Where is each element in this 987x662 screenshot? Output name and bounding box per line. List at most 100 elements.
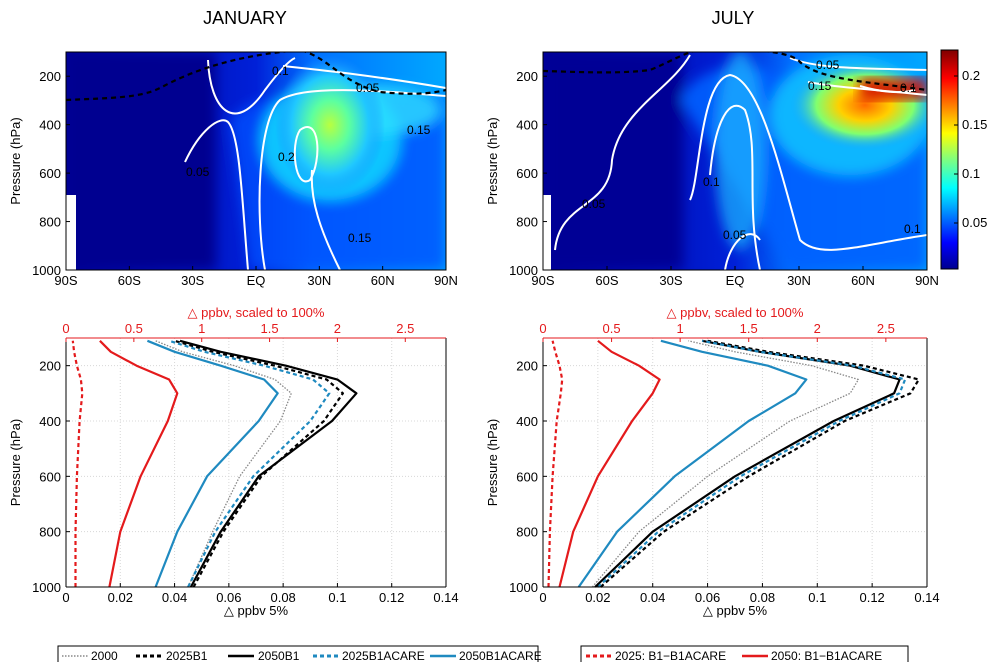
bottom-xtick-label: 0.02 [108,590,133,605]
bottom-xlabel: △ ppbv 5% [224,603,289,618]
colorbar-tick-label: 0.1 [962,166,980,181]
colorbar-tick-label: 0.2 [962,68,980,83]
legend-right-box [580,645,909,662]
jan-contour-label: 0.15 [348,231,372,245]
bottom-xtick-label: 0 [539,590,546,605]
jul-contour-label: 0.05 [816,58,840,72]
january-heatmap [66,52,446,270]
legend-label-2025b1acare: 2025B1ACARE [342,649,425,662]
top-axes: 90S 60S 30S EQ 30N 60N 90N 200 400 600 800 1000 Pres… [8,69,939,288]
top-ytick-label: 1000 [509,263,538,278]
series-line-2050b1acare [146,339,279,588]
top-xtick-label-red: 1 [198,321,205,336]
top-xtick-label-red: 1.5 [740,321,758,336]
top-xtick-label-red: 2.5 [877,321,895,336]
jan-contour-label: 0.05 [356,81,380,95]
series-line-2025-b1-b1acare [71,340,84,587]
bottom-xtick-label: 0.1 [808,590,826,605]
ytick-label: 200 [516,359,538,374]
bottom-xtick-label: 0.02 [585,590,610,605]
title-july: JULY [712,8,755,28]
top-ytick-label: 600 [39,166,61,181]
top-xtick-label: 60N [371,273,395,288]
top-ytick-label: 400 [39,118,61,133]
colorbar-tick-label: 0.05 [962,215,987,230]
jul-contour-label: 0.05 [723,228,747,242]
jul-contour-label: 0.1 [900,81,917,95]
ytick-label: 600 [39,469,61,484]
top-ytick-label: 800 [516,215,538,230]
jan-contour-label: 0.1 [272,64,289,78]
series-line-2050b1acare [577,339,808,588]
july-heatmap [543,52,927,270]
jul-contour-label: 0.1 [703,175,720,189]
title-january: JANUARY [203,8,287,28]
top-xtick-label: 60S [118,273,141,288]
legend-label-2025-diff: 2025: B1−B1ACARE [615,649,726,662]
ytick-label: 800 [39,525,61,540]
legend-label-2000: 2000 [91,649,118,662]
top-ytick-label: 200 [516,69,538,84]
jan-contour-label: 0.15 [407,123,431,137]
colorbar-ticks: 0.05 0.1 0.15 0.2 [954,68,987,230]
top-ytick-label: 400 [516,118,538,133]
top-xtick-label: 60N [851,273,875,288]
colorbar-tick-label: 0.15 [962,117,987,132]
top-ylabel: Pressure (hPa) [485,117,500,204]
top-ytick-label: 200 [39,69,61,84]
top-xlabel: △ ppbv, scaled to 100% [667,305,804,320]
legend-left: 2000 2025B1 2050B1 2025B1ACARE 2050B1ACA… [57,645,542,662]
top-xtick-label-red: 0 [62,321,69,336]
top-xtick-label: EQ [726,273,745,288]
top-xtick-label: 90N [915,273,939,288]
ytick-label: 200 [39,359,61,374]
series-line-2050b1 [594,339,901,588]
jul-contour-label: 0.05 [582,197,606,211]
legend-label-2050b1: 2050B1 [258,649,300,662]
top-xtick-label: 30S [181,273,204,288]
january-contour-labels: 0.1 0.05 0.15 0.2 0.05 0.15 [186,64,431,245]
top-xtick-label: 90S [54,273,77,288]
top-xtick-label: EQ [247,273,266,288]
top-ytick-label: 800 [39,215,61,230]
bottom-xtick-label: 0.04 [640,590,665,605]
bottom-xtick-label: 0.1 [328,590,346,605]
ytick-label: 600 [516,469,538,484]
top-xtick-label-red: 1.5 [261,321,279,336]
top-xtick-label: 90S [531,273,554,288]
top-xtick-label-red: 2 [334,321,341,336]
top-ytick-label: 600 [516,166,538,181]
series-line-2050-b1-b1acare [99,340,179,588]
ytick-label: 400 [516,414,538,429]
bottom-xtick-label: 0.08 [750,590,775,605]
legend-left-box [57,645,539,662]
top-xtick-label: 30N [787,273,811,288]
legend-label-2050-diff: 2050: B1−B1ACARE [771,649,882,662]
ytick-label: 800 [516,525,538,540]
bottom-xtick-label: 0 [62,590,69,605]
top-ylabel: Pressure (hPa) [8,117,23,204]
bottom-xtick-label: 0.12 [859,590,884,605]
bottom-xtick-label: 0.06 [695,590,720,605]
bottom-xtick-label: 0.06 [216,590,241,605]
series-line-2050-b1-b1acare [558,339,661,588]
jan-contour-label: 0.2 [278,150,295,164]
top-xtick-label-red: 2 [814,321,821,336]
series-line-2025b1 [599,339,920,588]
top-xtick-label: 30S [659,273,682,288]
top-xtick-label-red: 0.5 [125,321,143,336]
ylabel: Pressure (hPa) [485,419,500,506]
top-xtick-label-red: 1 [677,321,684,336]
bottom-xtick-label: 0.14 [914,590,939,605]
bottom-xtick-label: 0.04 [162,590,187,605]
jul-contour-label: 0.1 [904,222,921,236]
legend-right: 2025: B1−B1ACARE 2050: B1−B1ACARE [580,645,909,662]
top-xtick-label: 30N [307,273,331,288]
series-line-2025-b1-b1acare [547,340,564,588]
top-xtick-label-red: 2.5 [396,321,414,336]
january-profiles-panel: 0 0.02 0.04 0.06 0.08 0.1 0.12 0.14 0 0.5 1 1.5 2 2.5… [8,305,459,618]
ylabel: Pressure (hPa) [8,419,23,506]
top-xtick-label: 60S [595,273,618,288]
series-line-2025b1acare [168,339,331,588]
